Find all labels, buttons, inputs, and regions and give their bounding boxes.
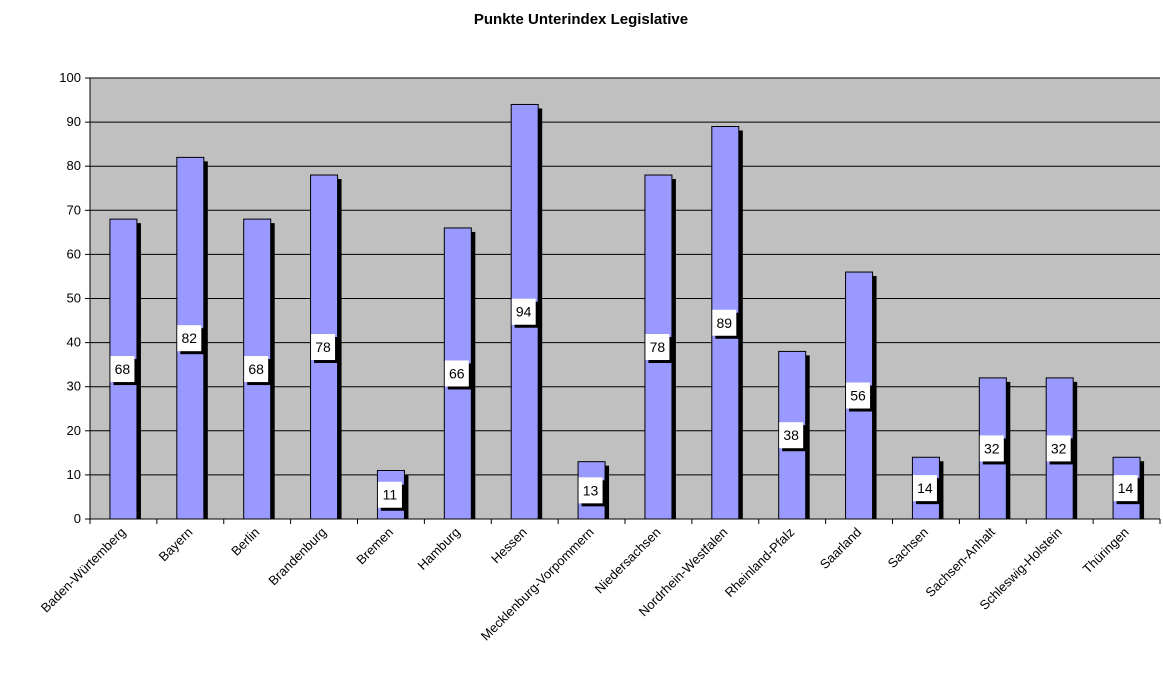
data-label: 14	[1118, 480, 1134, 496]
x-tick-label: Mecklenburg-Vorpommern	[478, 525, 597, 644]
y-tick-label: 30	[67, 379, 81, 394]
x-tick-label: Sachsen-Anhalt	[922, 524, 998, 600]
y-tick-label: 20	[67, 423, 81, 438]
y-tick-label: 90	[67, 114, 81, 129]
data-label: 78	[315, 339, 331, 355]
data-label-box	[912, 475, 937, 502]
y-tick-label: 40	[67, 335, 81, 350]
data-label: 66	[449, 365, 465, 381]
data-label: 38	[783, 427, 799, 443]
x-tick-label: Saarland	[817, 525, 864, 572]
chart-title: Punkte Unterindex Legislative	[474, 11, 688, 28]
data-label: 56	[850, 388, 866, 404]
data-label-box	[1113, 475, 1138, 502]
data-label-box	[244, 356, 269, 383]
data-label-box	[377, 481, 402, 508]
data-label-box	[645, 334, 670, 361]
data-label: 13	[583, 482, 599, 498]
data-label-box	[979, 435, 1004, 462]
x-tick-label: Niedersachsen	[592, 525, 664, 597]
data-label-box	[444, 360, 469, 387]
x-tick-label: Brandenburg	[265, 525, 329, 589]
data-label: 32	[984, 440, 1000, 456]
x-tick-label: Sachsen	[885, 525, 931, 571]
x-tick-label: Hessen	[488, 525, 530, 567]
data-label-box	[578, 477, 603, 504]
bars	[109, 103, 1145, 520]
data-label: 94	[516, 304, 532, 320]
y-tick-label: 100	[59, 70, 81, 85]
y-tick-label: 60	[67, 246, 81, 261]
y-tick-label: 10	[67, 467, 81, 482]
data-label-box	[511, 298, 536, 325]
x-axis-ticks: Baden-Würtemberg Bayern Berlin Brandenburg B…	[38, 519, 1161, 644]
data-label: 11	[383, 487, 398, 503]
data-label: 82	[182, 330, 198, 346]
x-tick-label: Bayern	[156, 525, 196, 565]
y-tick-label: 50	[67, 291, 81, 306]
x-tick-label: Baden-Würtemberg	[38, 525, 129, 616]
data-labels: 68 82 68 78 11 66 94 13 78 89 38 56 14 32 32 14	[110, 298, 1141, 511]
data-label: 89	[717, 315, 733, 331]
data-label: 14	[917, 480, 933, 496]
y-tick-label: 70	[67, 202, 81, 217]
y-tick-label: 80	[67, 158, 81, 173]
data-label-box	[110, 356, 135, 383]
data-label-box	[779, 422, 804, 449]
data-label-box	[177, 325, 202, 352]
data-label: 68	[115, 361, 131, 377]
data-label-box	[846, 382, 871, 409]
data-label: 32	[1051, 440, 1067, 456]
y-tick-label: 0	[74, 511, 81, 526]
data-label-box	[311, 334, 336, 361]
x-tick-label: Thüringen	[1080, 525, 1132, 577]
x-tick-label: Hamburg	[415, 525, 463, 573]
data-label: 68	[248, 361, 264, 377]
data-label: 78	[650, 339, 666, 355]
x-tick-label: Bremen	[353, 525, 396, 568]
y-axis-ticks: 0 10 20 30 40 50 60 70 80 90 100	[59, 70, 90, 526]
x-tick-label: Rheinland-Pfalz	[722, 525, 798, 601]
data-label-box	[712, 309, 737, 336]
data-label-box	[1046, 435, 1071, 462]
x-tick-label: Berlin	[228, 525, 262, 559]
